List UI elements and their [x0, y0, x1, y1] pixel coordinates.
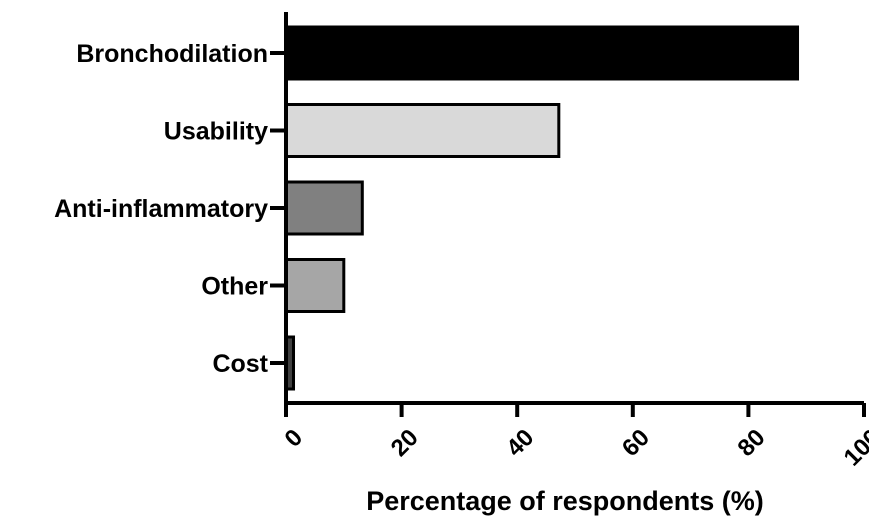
- axes-layer: [270, 12, 864, 405]
- bar-bronchodilation: [284, 25, 800, 81]
- x-axis-ticks: 0 20 40 60 80 100: [280, 403, 869, 471]
- bar-anti-inflammatory: [284, 180, 364, 236]
- category-label: Bronchodilation: [76, 40, 268, 68]
- bars-layer: [284, 25, 800, 391]
- x-tick-label: 0: [280, 424, 309, 453]
- x-tick-label: 20: [386, 424, 424, 462]
- bar-usability: [284, 103, 561, 158]
- x-axis-title: Percentage of respondents (%): [366, 486, 764, 516]
- category-label: Other: [201, 273, 268, 301]
- x-tick-label: 40: [501, 424, 539, 462]
- x-tick-label: 100: [839, 424, 869, 471]
- category-label: Anti-inflammatory: [54, 195, 268, 223]
- category-labels: Bronchodilation Usability Anti-inflammator…: [54, 40, 269, 378]
- x-tick-label: 60: [617, 424, 655, 462]
- category-label: Cost: [212, 350, 268, 378]
- x-tick-label: 80: [733, 424, 771, 462]
- bar-other: [284, 258, 346, 313]
- category-label: Usability: [164, 118, 268, 146]
